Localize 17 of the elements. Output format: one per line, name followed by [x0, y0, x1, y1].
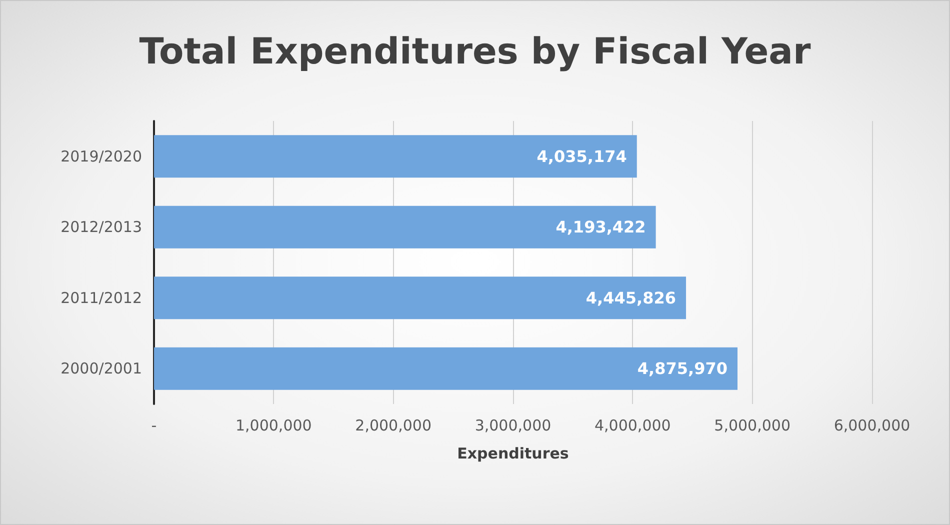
data-label: 4,445,826 — [586, 288, 676, 308]
y-tick-label: 2011/2012 — [60, 288, 142, 307]
data-label: 4,193,422 — [556, 218, 646, 237]
x-tick-label: 3,000,000 — [474, 416, 552, 434]
y-tick-label: 2012/2013 — [60, 218, 142, 236]
x-axis-title: Expenditures — [457, 444, 569, 462]
y-tick-label: 2000/2001 — [60, 360, 142, 378]
y-tick-label: 2019/2020 — [60, 147, 142, 166]
x-tick-label: 4,000,000 — [594, 416, 671, 434]
x-tick-label: 6,000,000 — [834, 416, 910, 434]
chart-title: Total Expenditures by Fiscal Year — [139, 32, 811, 72]
x-tick-label: 5,000,000 — [714, 416, 791, 434]
data-label: 4,875,970 — [637, 359, 728, 378]
data-label: 4,035,174 — [536, 146, 627, 166]
x-tick-label: - — [151, 416, 157, 434]
x-tick-label: 1,000,000 — [235, 416, 312, 434]
x-tick-label: 2,000,000 — [355, 416, 432, 434]
